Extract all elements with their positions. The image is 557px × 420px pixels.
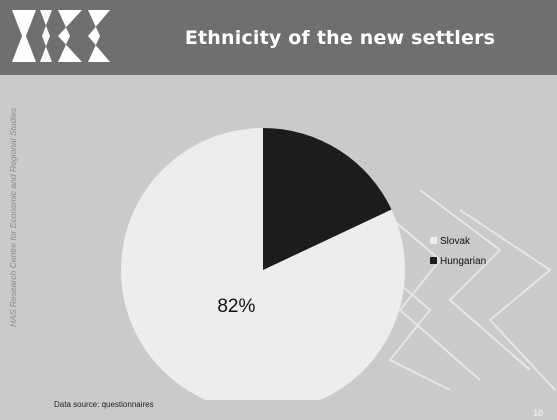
legend-label-hungarian: Hungarian [440,256,486,267]
data-source-note: Data source: questionnaires [54,400,154,409]
legend-swatch-hungarian [430,257,437,264]
legend-swatch-slovak [430,237,437,244]
pie-chart: 82% Slovak Hungarian [121,128,486,400]
legend-label-slovak: Slovak [440,236,471,247]
page-number: 10 [532,408,543,418]
slice-label-slovak: 82% [217,296,255,317]
pie-slice-slovak [121,128,405,400]
page-title: Ethnicity of the new settlers [184,26,496,49]
pie-slice-hungarian [263,128,392,270]
rkk-logo-icon [12,10,110,62]
side-caption: HAS Research Centre for Economic and Reg… [8,107,18,327]
header-bar: Ethnicity of the new settlers [0,0,557,75]
